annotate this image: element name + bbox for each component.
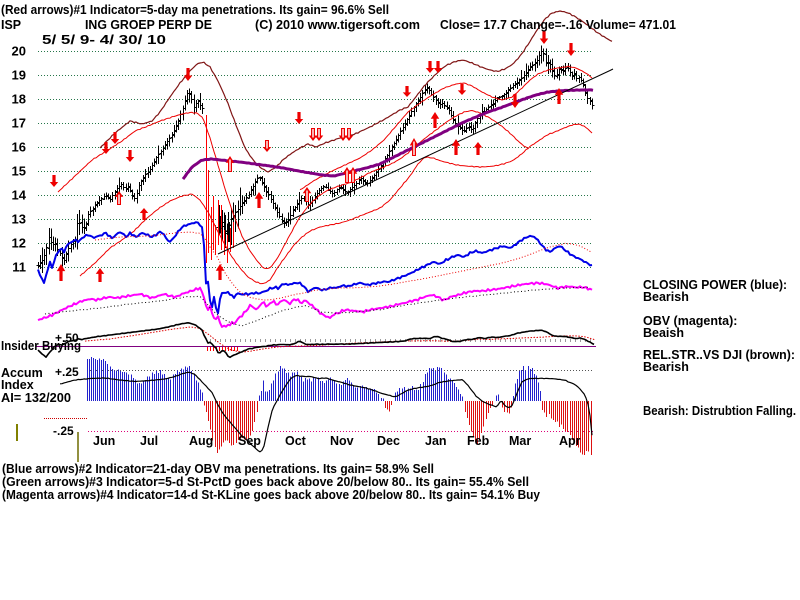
svg-text:Jun: Jun	[93, 434, 115, 448]
svg-text:Bearish: Bearish	[643, 360, 689, 374]
svg-text:12: 12	[12, 236, 26, 251]
svg-text:16: 16	[12, 140, 26, 155]
svg-text:(Green arrows)#3 Indicator=5-d: (Green arrows)#3 Indicator=5-d St-PctD g…	[2, 475, 529, 489]
svg-text:+.25: +.25	[55, 365, 79, 379]
svg-text:Bearish: Bearish	[643, 290, 689, 304]
svg-text:19: 19	[12, 68, 26, 83]
svg-text:Aug: Aug	[189, 434, 213, 448]
svg-text:REL.STR..VS DJI (brown):: REL.STR..VS DJI (brown):	[643, 348, 795, 362]
svg-text:Apr: Apr	[559, 434, 581, 448]
svg-text:20: 20	[12, 44, 26, 59]
svg-text:(Red arrows)#1 Indicator=5-day: (Red arrows)#1 Indicator=5-day ma penetr…	[1, 3, 389, 17]
svg-text:18: 18	[12, 92, 26, 107]
svg-text:Oct: Oct	[285, 434, 307, 448]
svg-text:Nov: Nov	[330, 434, 354, 448]
svg-text:11: 11	[12, 260, 26, 275]
svg-text:Close= 17.7 Change=-.16 Volu: Close= 17.7 Change=-.16 Volume= 471.01	[440, 18, 676, 32]
svg-text:Bearish: Distrubtion Falling.: Bearish: Distrubtion Falling.	[643, 404, 796, 418]
svg-text:Mar: Mar	[509, 434, 531, 448]
svg-text:(Magenta arrows)#4 Indicator=1: (Magenta arrows)#4 Indicator=14-d St-KLi…	[2, 488, 540, 502]
svg-text:(Blue arrows)#2 Indicator=21-d: (Blue arrows)#2 Indicator=21-day OBV ma …	[2, 462, 434, 476]
svg-text:14: 14	[12, 188, 27, 203]
svg-text:ING GROEP PERP DE: ING GROEP PERP DE	[85, 18, 212, 32]
svg-text:Beaish: Beaish	[643, 326, 684, 340]
svg-text:Accum: Accum	[1, 366, 43, 380]
svg-text:-.25: -.25	[53, 424, 74, 438]
svg-text:17: 17	[12, 116, 26, 131]
svg-text:AI= 132/200: AI= 132/200	[1, 391, 71, 405]
svg-text:15: 15	[12, 164, 26, 179]
svg-text:+.50: +.50	[55, 331, 79, 345]
svg-text:Jul: Jul	[140, 434, 158, 448]
svg-text:Sep: Sep	[238, 434, 261, 448]
svg-text:Index: Index	[1, 378, 34, 392]
svg-text:CLOSING POWER (blue):: CLOSING POWER (blue):	[643, 278, 787, 292]
svg-text:Dec: Dec	[377, 434, 400, 448]
svg-text:OBV (magenta):: OBV (magenta):	[643, 314, 737, 328]
svg-text:5/ 5/ 9- 4/ 30/ 10: 5/ 5/ 9- 4/ 30/ 10	[42, 33, 166, 47]
svg-text:ISP: ISP	[1, 18, 21, 32]
svg-text:13: 13	[12, 212, 26, 227]
svg-text:Feb: Feb	[467, 434, 490, 448]
svg-text:(C) 2010 www.tigersoft.com: (C) 2010 www.tigersoft.com	[255, 18, 420, 32]
svg-text:Insider Buying: Insider Buying	[1, 339, 81, 353]
svg-text:Jan: Jan	[425, 434, 447, 448]
